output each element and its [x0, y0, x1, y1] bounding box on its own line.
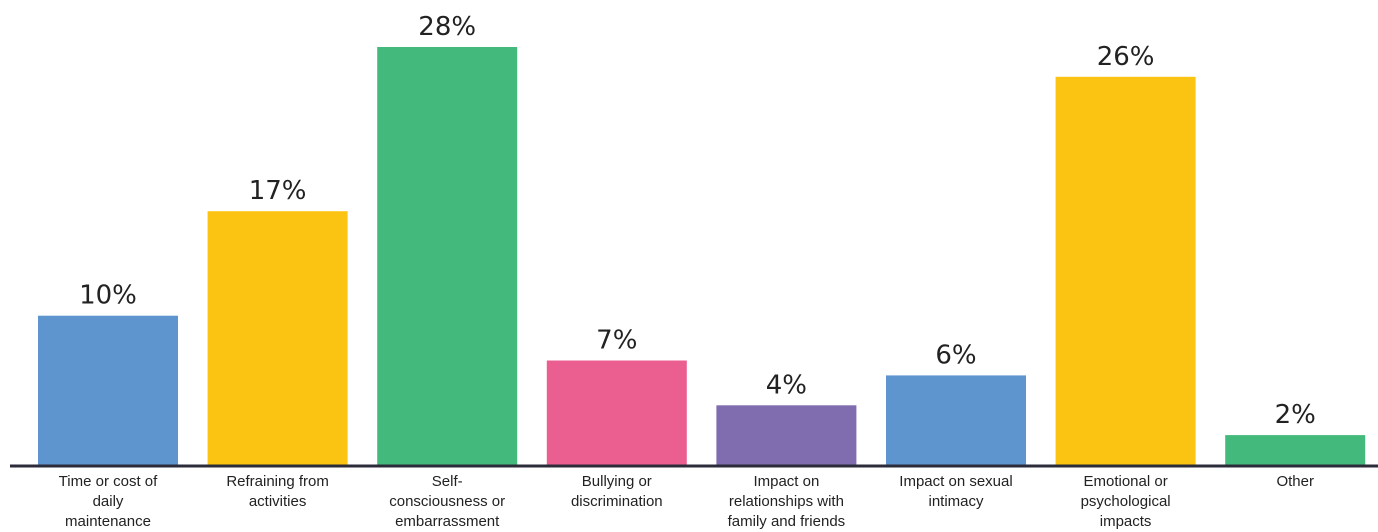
- bar-7: [1055, 76, 1196, 466]
- category-label-3: Self-consciousness or embarrassment: [389, 473, 505, 530]
- value-label-5: 4%: [766, 370, 807, 400]
- bar-6: [886, 375, 1026, 465]
- category-label-2: Refraining from activities: [226, 473, 329, 510]
- category-label-line: activities: [249, 493, 307, 510]
- category-label-line: maintenance: [65, 513, 151, 530]
- category-labels-group: Time or cost of daily maintenance Refrainin…: [59, 473, 1314, 530]
- category-label-line: family and friends: [728, 513, 846, 530]
- category-label-line: embarrassment: [395, 513, 500, 530]
- category-label-line: Time or cost of: [59, 473, 158, 490]
- value-labels-group: 10% 17% 28% 7% 4% 6% 26% 2%: [79, 12, 1316, 430]
- category-label-line: daily: [93, 493, 124, 510]
- bar-3: [377, 47, 518, 465]
- value-label-1: 10%: [79, 281, 137, 311]
- category-label-line: consciousness or: [389, 493, 505, 510]
- category-label-line: psychological: [1081, 493, 1171, 510]
- category-label-line: Impact on: [753, 473, 819, 490]
- bar-1: [38, 315, 178, 465]
- bars-group: [38, 47, 1366, 466]
- category-label-line: Emotional or: [1083, 473, 1167, 490]
- value-label-6: 6%: [935, 340, 976, 370]
- category-label-8: Other: [1276, 473, 1314, 490]
- bar-5: [716, 405, 857, 465]
- bar-2: [207, 211, 348, 465]
- category-label-5: Impact on relationships with family and fr…: [728, 473, 846, 530]
- value-label-2: 17%: [249, 176, 307, 206]
- category-label-line: impacts: [1100, 513, 1152, 530]
- category-label-7: Emotional or psychological impacts: [1081, 473, 1171, 530]
- bar-4: [546, 360, 687, 465]
- value-label-3: 28%: [418, 12, 476, 42]
- category-label-line: relationships with: [729, 493, 844, 510]
- category-label-line: Self-: [432, 473, 463, 490]
- value-label-4: 7%: [596, 326, 637, 356]
- category-label-line: discrimination: [571, 493, 663, 510]
- category-label-1: Time or cost of daily maintenance: [59, 473, 158, 530]
- bar-8: [1225, 435, 1366, 465]
- value-label-8: 2%: [1275, 400, 1316, 430]
- value-label-7: 26%: [1097, 42, 1155, 72]
- category-label-line: Impact on sexual: [899, 473, 1012, 490]
- category-label-line: intimacy: [928, 493, 984, 510]
- category-label-line: Bullying or: [582, 473, 652, 490]
- category-label-4: Bullying or discrimination: [571, 473, 663, 510]
- category-label-line: Other: [1276, 473, 1314, 490]
- category-label-line: Refraining from: [226, 473, 329, 490]
- category-label-6: Impact on sexual intimacy: [899, 473, 1012, 510]
